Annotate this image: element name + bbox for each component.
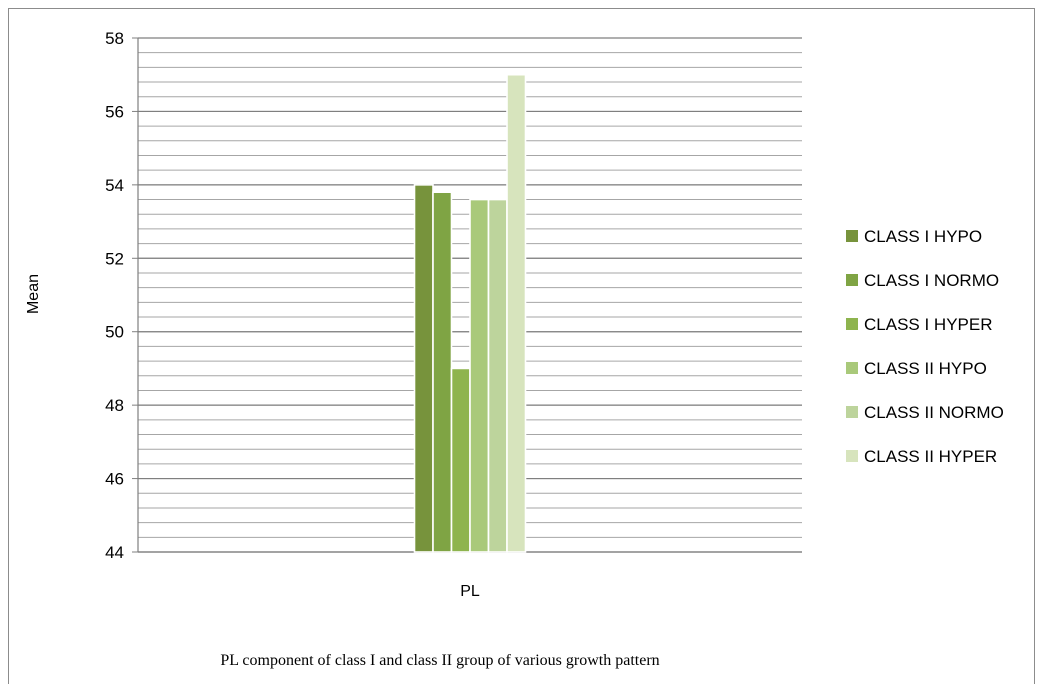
bar — [432, 191, 453, 553]
y-tick-label: 54 — [105, 176, 124, 195]
bar — [450, 367, 471, 553]
x-category-labels: PL — [460, 583, 480, 600]
y-tick-label: 46 — [105, 470, 124, 489]
y-tick-label: 56 — [105, 102, 124, 121]
y-tick-label: 52 — [105, 249, 124, 268]
bars — [413, 73, 527, 553]
y-tick-label: 58 — [105, 29, 124, 48]
chart-caption: PL component of class I and class II gro… — [220, 652, 659, 669]
legend-swatch — [846, 230, 858, 242]
bar — [506, 73, 527, 553]
legend-swatch — [846, 450, 858, 462]
legend-label: CLASS II HYPO — [864, 359, 987, 378]
legend-swatch — [846, 362, 858, 374]
chart-frame — [8, 8, 1035, 684]
bar — [413, 184, 434, 553]
bar — [487, 198, 508, 553]
y-tick-labels: 44 46 48 50 52 54 56 58 — [105, 29, 124, 562]
legend-swatch — [846, 318, 858, 330]
legend-swatch — [846, 274, 858, 286]
bar — [469, 198, 490, 553]
legend-label: CLASS II HYPER — [864, 447, 997, 466]
y-axis-title: Mean — [25, 274, 42, 314]
y-tick-label: 48 — [105, 396, 124, 415]
legend-label: CLASS II NORMO — [864, 403, 1004, 422]
legend-label: CLASS I HYPER — [864, 315, 993, 334]
legend-label: CLASS I NORMO — [864, 271, 999, 290]
legend-swatch — [846, 406, 858, 418]
x-category-label: PL — [460, 583, 480, 600]
legend-label: CLASS I HYPO — [864, 227, 982, 246]
legend: CLASS I HYPO CLASS I NORMO CLASS I HYPER CL… — [846, 227, 1004, 466]
y-tick-label: 50 — [105, 323, 124, 342]
y-tick-label: 44 — [105, 543, 124, 562]
